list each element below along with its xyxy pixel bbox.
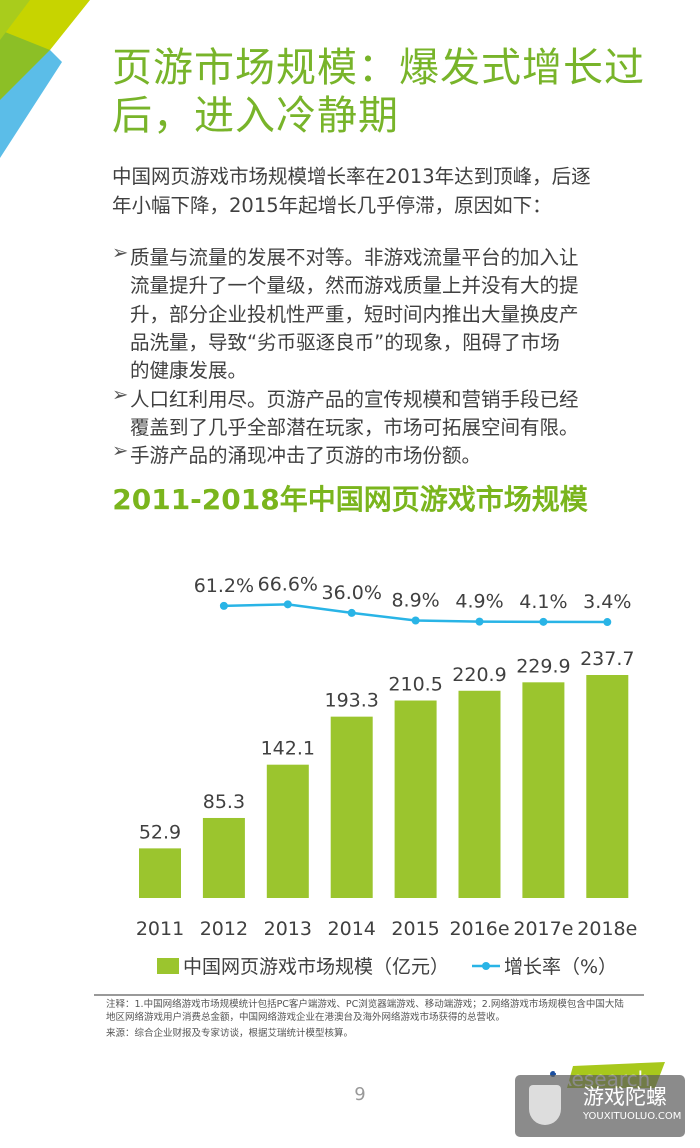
x-tick-label: 2018e (577, 918, 637, 940)
growth-label: 61.2% (194, 575, 254, 597)
growth-point (347, 608, 356, 617)
divider (94, 994, 644, 996)
x-tick-label: 2013 (264, 918, 312, 940)
bar (394, 700, 437, 898)
x-tick-label: 2015 (391, 918, 439, 940)
bullet-line: 流量提升了一个量级，然而游戏质量上并没有大的提 (130, 274, 579, 298)
bar (330, 716, 373, 898)
chart: 52.9 2011 85.3 2012 142.1 2013 193.3 2014 210.5 2… (136, 573, 638, 978)
bar-label: 237.7 (580, 648, 634, 670)
bar-label: 229.9 (516, 655, 570, 677)
growth-point (539, 617, 548, 626)
growth-point (219, 601, 228, 610)
bar-label: 85.3 (203, 791, 245, 813)
bar (202, 817, 245, 898)
corner-decoration (0, 0, 90, 158)
growth-point (283, 600, 292, 609)
bullet-line: 手游产品的涌现冲击了页游的市场份额。 (130, 444, 482, 468)
x-tick-label: 2014 (328, 918, 376, 940)
bullet-marker-icon: ➢ (112, 382, 129, 406)
bar-label: 220.9 (452, 664, 506, 686)
bar (266, 764, 309, 898)
bullet-marker-icon: ➢ (112, 439, 129, 463)
legend-bar-swatch (157, 958, 179, 974)
chart-title: 2011-2018年中国网页游戏市场规模 (112, 483, 588, 516)
growth-point (603, 618, 612, 627)
bullet-line: 质量与流量的发展不对等。非游戏流量平台的加入让 (130, 246, 579, 269)
bullet-line: 升，部分企业投机性严重，短时间内推出大量换皮产 (130, 302, 579, 326)
note: 注释：1.中国网络游戏市场规模统计包括PC客户端游戏、PC浏览器端游戏、移动端游… (106, 999, 624, 1023)
x-tick-label: 2017e (513, 918, 573, 940)
growth-label: 36.0% (322, 582, 382, 604)
source: 来源：综合企业财报及专家访谈，根据艾瑞统计模型核算。 (106, 1028, 354, 1039)
legend-line-marker (482, 962, 490, 970)
page-title: 页游市场规模：爆发式增长过后，进入冷静期 (112, 45, 645, 139)
intro-line: 中国网页游戏市场规模增长率在2013年达到顶峰，后逐 (112, 165, 591, 188)
bar-label: 193.3 (324, 690, 378, 712)
growth-label: 3.4% (583, 591, 631, 613)
bar (522, 682, 565, 898)
bullet-marker-icon: ➢ (112, 241, 129, 264)
bar-label: 52.9 (139, 821, 181, 843)
bar-label: 142.1 (261, 738, 315, 760)
watermark-icon (529, 1085, 561, 1125)
bullet-line: 的健康发展。 (130, 359, 248, 383)
x-tick-label: 2012 (200, 918, 248, 940)
bullet-line: 人口红利用尽。页游产品的宣传规模和营销手段已经 (130, 387, 579, 411)
watermark: 游戏陀螺 YOUXITUOLUO.COM (515, 1075, 685, 1137)
growth-point (475, 617, 484, 626)
legend-bar-label: 中国网页游戏市场规模（亿元） (183, 956, 449, 978)
bullet-line: 覆盖到了几乎全部潜在玩家，市场可拓展空间有限。 (130, 415, 579, 439)
growth-point (411, 616, 420, 625)
growth-label: 8.9% (391, 590, 439, 612)
bar (458, 690, 501, 898)
intro-line: 年小幅下降，2015年起增长几乎停滞，原因如下： (112, 194, 552, 217)
x-tick-label: 2016e (449, 918, 509, 940)
page-number: 9 (354, 1084, 366, 1105)
growth-label: 66.6% (258, 573, 318, 595)
bar (586, 675, 629, 898)
legend-line-label: 增长率（%） (504, 956, 617, 978)
footnotes: 注释：1.中国网络游戏市场规模统计包括PC客户端游戏、PC浏览器端游戏、移动端游… (106, 998, 626, 1040)
bar-label: 210.5 (388, 674, 442, 696)
x-tick-label: 2011 (136, 918, 184, 940)
growth-label: 4.9% (455, 591, 503, 613)
bar (139, 848, 181, 898)
bullet-line: 品洗量，导致“劣币驱逐良币”的现象，阻碍了市场 (130, 330, 560, 354)
growth-label: 4.1% (519, 591, 567, 613)
